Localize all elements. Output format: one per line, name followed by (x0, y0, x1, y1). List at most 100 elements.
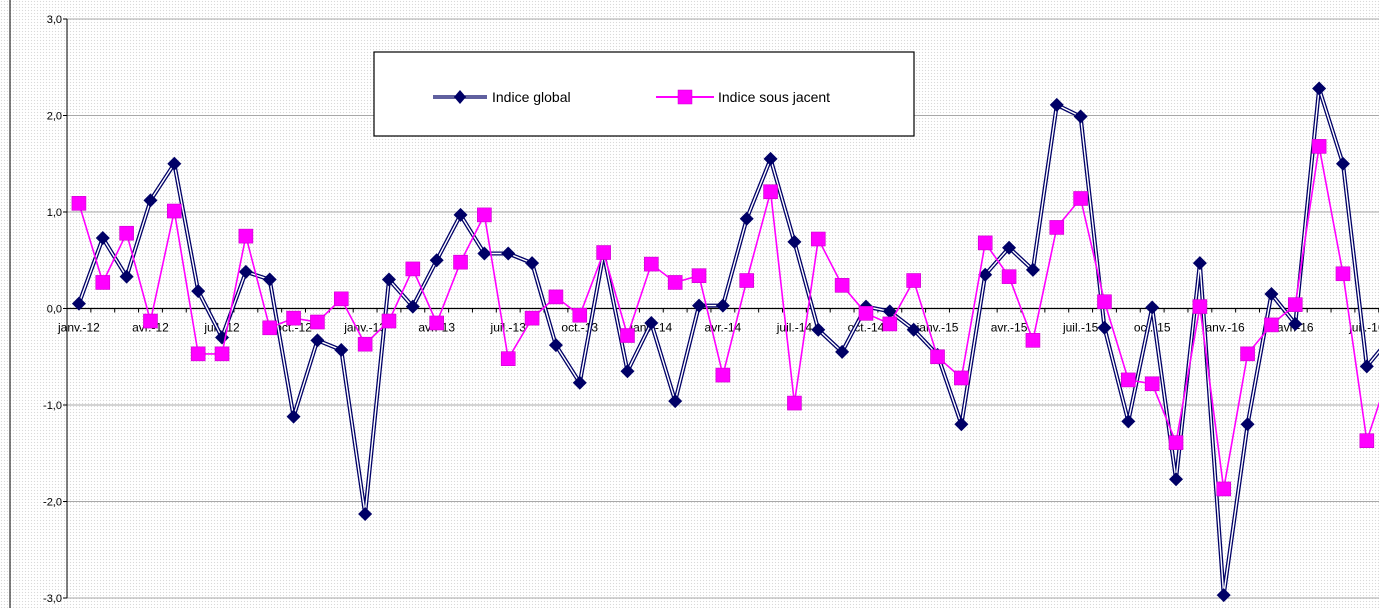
series (71, 81, 1379, 603)
y-tick-label: 0,0 (47, 304, 62, 316)
data-point (1359, 433, 1375, 449)
data-point (214, 346, 230, 362)
y-tick-label: 2,0 (47, 111, 62, 123)
data-point (1264, 317, 1279, 333)
data-point (906, 322, 921, 337)
legend-label-indice-sous-jacent: Indice sous jacent (718, 89, 830, 105)
data-point (1359, 359, 1374, 374)
legend-box (373, 51, 915, 137)
data-point (524, 310, 540, 326)
data-point (1097, 320, 1112, 335)
data-point (429, 315, 444, 331)
data-point (1168, 435, 1184, 450)
data-point (596, 245, 611, 260)
data-point (333, 291, 349, 307)
data-point (1073, 191, 1088, 206)
data-point (1192, 256, 1207, 271)
data-point (668, 394, 683, 409)
data-point (715, 298, 730, 313)
data-point (882, 316, 898, 332)
data-point (1216, 588, 1231, 603)
data-point (1002, 240, 1017, 255)
data-point (334, 342, 349, 357)
data-point (1073, 109, 1088, 124)
y-tick-label: 3,0 (47, 14, 62, 26)
data-point (119, 269, 134, 284)
data-point (906, 273, 921, 288)
data-point (1001, 269, 1017, 284)
data-point (644, 256, 659, 272)
data-point (787, 395, 802, 411)
data-point (429, 253, 444, 268)
x-tick-label: janv.-13 (343, 321, 386, 335)
data-point (1240, 417, 1255, 432)
data-point (691, 268, 707, 283)
data-point (286, 409, 301, 424)
legend: Indice global Indice sous jacent (373, 51, 915, 137)
data-point (858, 306, 874, 321)
data-point (381, 313, 397, 329)
x-tick-label: juil.-13 (490, 321, 527, 335)
y-tick-label: -3,0 (43, 593, 62, 605)
data-point (954, 417, 969, 432)
data-point (71, 196, 87, 211)
data-point (453, 207, 468, 222)
data-point (1192, 299, 1208, 314)
data-point (143, 313, 158, 329)
data-point (1216, 481, 1232, 497)
data-point (1049, 220, 1065, 235)
data-point (977, 235, 993, 251)
data-point (190, 346, 206, 362)
data-point (381, 272, 396, 287)
y-tick-label: -2,0 (43, 497, 62, 509)
data-point (572, 307, 588, 323)
data-point (143, 193, 158, 208)
series-line (78, 145, 1379, 490)
data-point (95, 275, 111, 290)
data-point (882, 304, 897, 319)
data-point (810, 231, 826, 247)
data-point (620, 364, 635, 379)
data-point (1025, 333, 1041, 348)
data-point (262, 320, 278, 336)
data-point (119, 225, 134, 241)
data-point (405, 261, 421, 277)
legend-label-indice-global: Indice global (492, 89, 571, 105)
data-point (500, 351, 516, 366)
data-point (763, 184, 778, 200)
data-point (1097, 294, 1112, 310)
data-point (1264, 287, 1279, 302)
data-point (572, 375, 587, 390)
legend-item-indice-sous-jacent: Indice sous jacent (656, 89, 830, 105)
data-point (167, 203, 182, 219)
data-point (1144, 376, 1160, 392)
x-tick-label: avr.-15 (991, 321, 1028, 335)
x-tick-label: oct.-12 (275, 321, 312, 335)
gridlines (67, 18, 1379, 599)
data-point (930, 349, 945, 365)
legend-marker-diamond (454, 90, 466, 104)
data-point (477, 207, 492, 223)
x-tick-label: janv.-15 (916, 321, 959, 335)
data-point (1287, 297, 1303, 312)
data-point (620, 328, 635, 343)
data-point (1335, 156, 1350, 171)
data-point (95, 231, 110, 246)
x-tick-label: janv.-12 (57, 321, 100, 335)
x-axis-tick-labels: janv.-12avr.-12juil.-12oct.-12janv.-13av… (57, 321, 1379, 335)
data-point (978, 267, 993, 282)
data-point (954, 370, 969, 386)
data-point (1025, 262, 1040, 277)
x-tick-label: avr.-14 (705, 321, 742, 335)
data-point (405, 299, 420, 314)
data-point (739, 211, 754, 226)
data-point (834, 278, 850, 293)
data-point (238, 228, 254, 244)
series-line (77, 86, 1379, 598)
data-point (763, 151, 778, 166)
data-point (1121, 414, 1136, 429)
data-point (1311, 139, 1327, 154)
data-point (1049, 97, 1064, 112)
data-point (286, 310, 301, 326)
